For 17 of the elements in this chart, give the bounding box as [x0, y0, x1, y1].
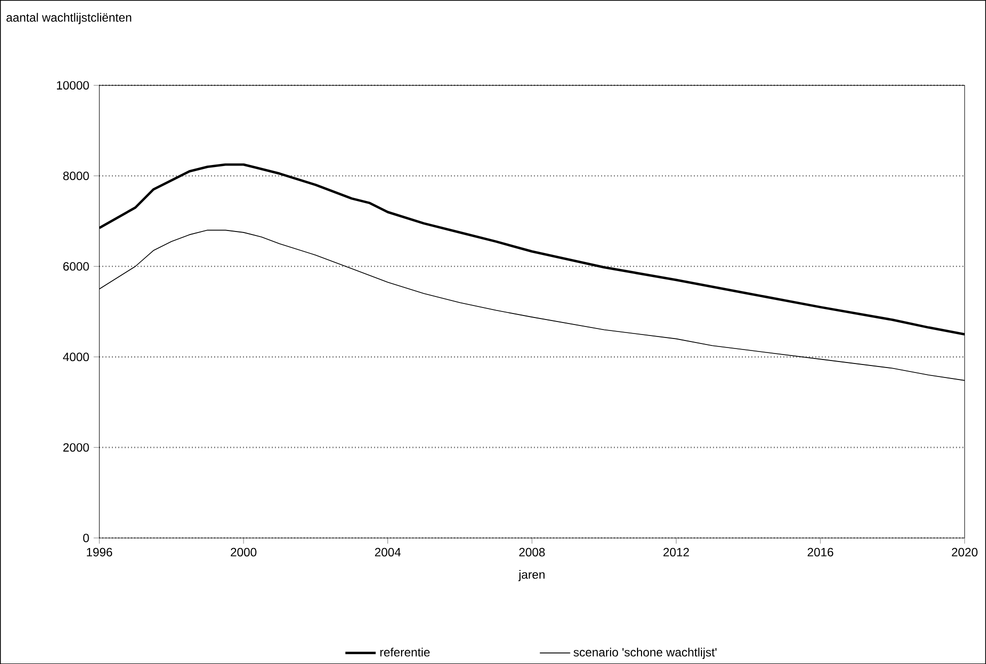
y-tick-label: 10000: [56, 80, 89, 90]
x-tick-label: 2012: [663, 548, 689, 556]
x-tick-label: 2000: [230, 548, 256, 556]
x-tick-label: 2004: [375, 548, 401, 556]
legend-label: referentie: [380, 648, 430, 656]
x-axis-title: jaren: [518, 570, 545, 582]
legend-label: scenario 'schone wachtlijst': [574, 648, 716, 659]
y-tick-label: 4000: [62, 352, 89, 362]
y-tick-label: 8000: [63, 171, 89, 180]
y-axis-title: aantal wachtlijstcliënten: [6, 12, 132, 24]
x-tick-label: 2008: [519, 548, 545, 556]
y-tick-label: 2000: [63, 443, 89, 452]
x-tick-label: 2020: [952, 548, 978, 556]
y-tick-label: 6000: [63, 262, 89, 271]
y-tick-label: 0: [83, 534, 89, 542]
x-tick-label: 1996: [86, 548, 112, 556]
x-tick-label: 2016: [808, 548, 834, 556]
